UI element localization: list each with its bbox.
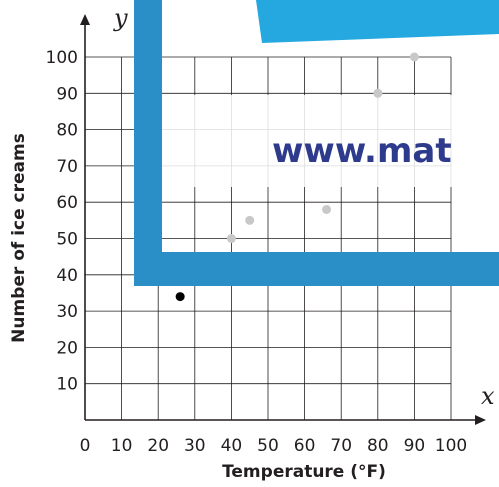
- x-tick-label: 60: [294, 436, 316, 456]
- watermark-frame: [134, 0, 499, 286]
- x-tick-label: 80: [367, 436, 389, 456]
- data-point: [226, 234, 236, 243]
- y-axis-arrow: [80, 14, 90, 25]
- y-axis-title: Number of ice creams: [9, 133, 29, 343]
- x-axis-arrow: [475, 415, 486, 425]
- watermark-white-band: [162, 95, 499, 187]
- y-tick-label: 90: [56, 84, 78, 104]
- watermark-banner: [256, 0, 499, 43]
- y-tick-label: 30: [56, 302, 78, 322]
- x-tick-label: 20: [147, 436, 169, 456]
- x-axis-title: Temperature (°F): [222, 462, 386, 482]
- watermark: www.mat: [134, 0, 499, 286]
- y-tick-label: 20: [56, 338, 78, 358]
- y-tick-label: 60: [56, 193, 78, 213]
- data-point: [409, 52, 419, 62]
- x-tick-labels: 0 10 20 30 40 50 60 70 80 90 100: [80, 436, 468, 456]
- y-tick-label: 70: [56, 157, 78, 177]
- axes: [80, 14, 486, 425]
- y-tick-label: 10: [56, 375, 78, 395]
- y-axis-letter: y: [113, 4, 128, 32]
- data-points: [175, 52, 419, 302]
- x-tick-label: 100: [435, 436, 467, 456]
- y-tick-label: 50: [56, 230, 78, 250]
- data-point: [245, 215, 255, 225]
- x-tick-label: 30: [184, 436, 206, 456]
- x-tick-label: 50: [257, 436, 279, 456]
- x-tick-label: 90: [404, 436, 426, 456]
- data-point: [373, 88, 383, 98]
- x-axis-letter: x: [481, 382, 495, 410]
- watermark-text: www.mat: [272, 131, 452, 171]
- x-tick-label: 10: [111, 436, 133, 456]
- x-tick-label: 40: [221, 436, 243, 456]
- data-point: [322, 204, 332, 214]
- y-tick-label: 40: [56, 266, 78, 286]
- x-tick-label: 0: [80, 436, 91, 456]
- y-tick-labels: 10 20 30 40 50 60 70 80 90 100: [46, 48, 78, 395]
- y-tick-label: 80: [56, 121, 78, 141]
- y-tick-label: 100: [46, 48, 78, 68]
- data-point: [175, 292, 185, 302]
- x-tick-label: 70: [330, 436, 352, 456]
